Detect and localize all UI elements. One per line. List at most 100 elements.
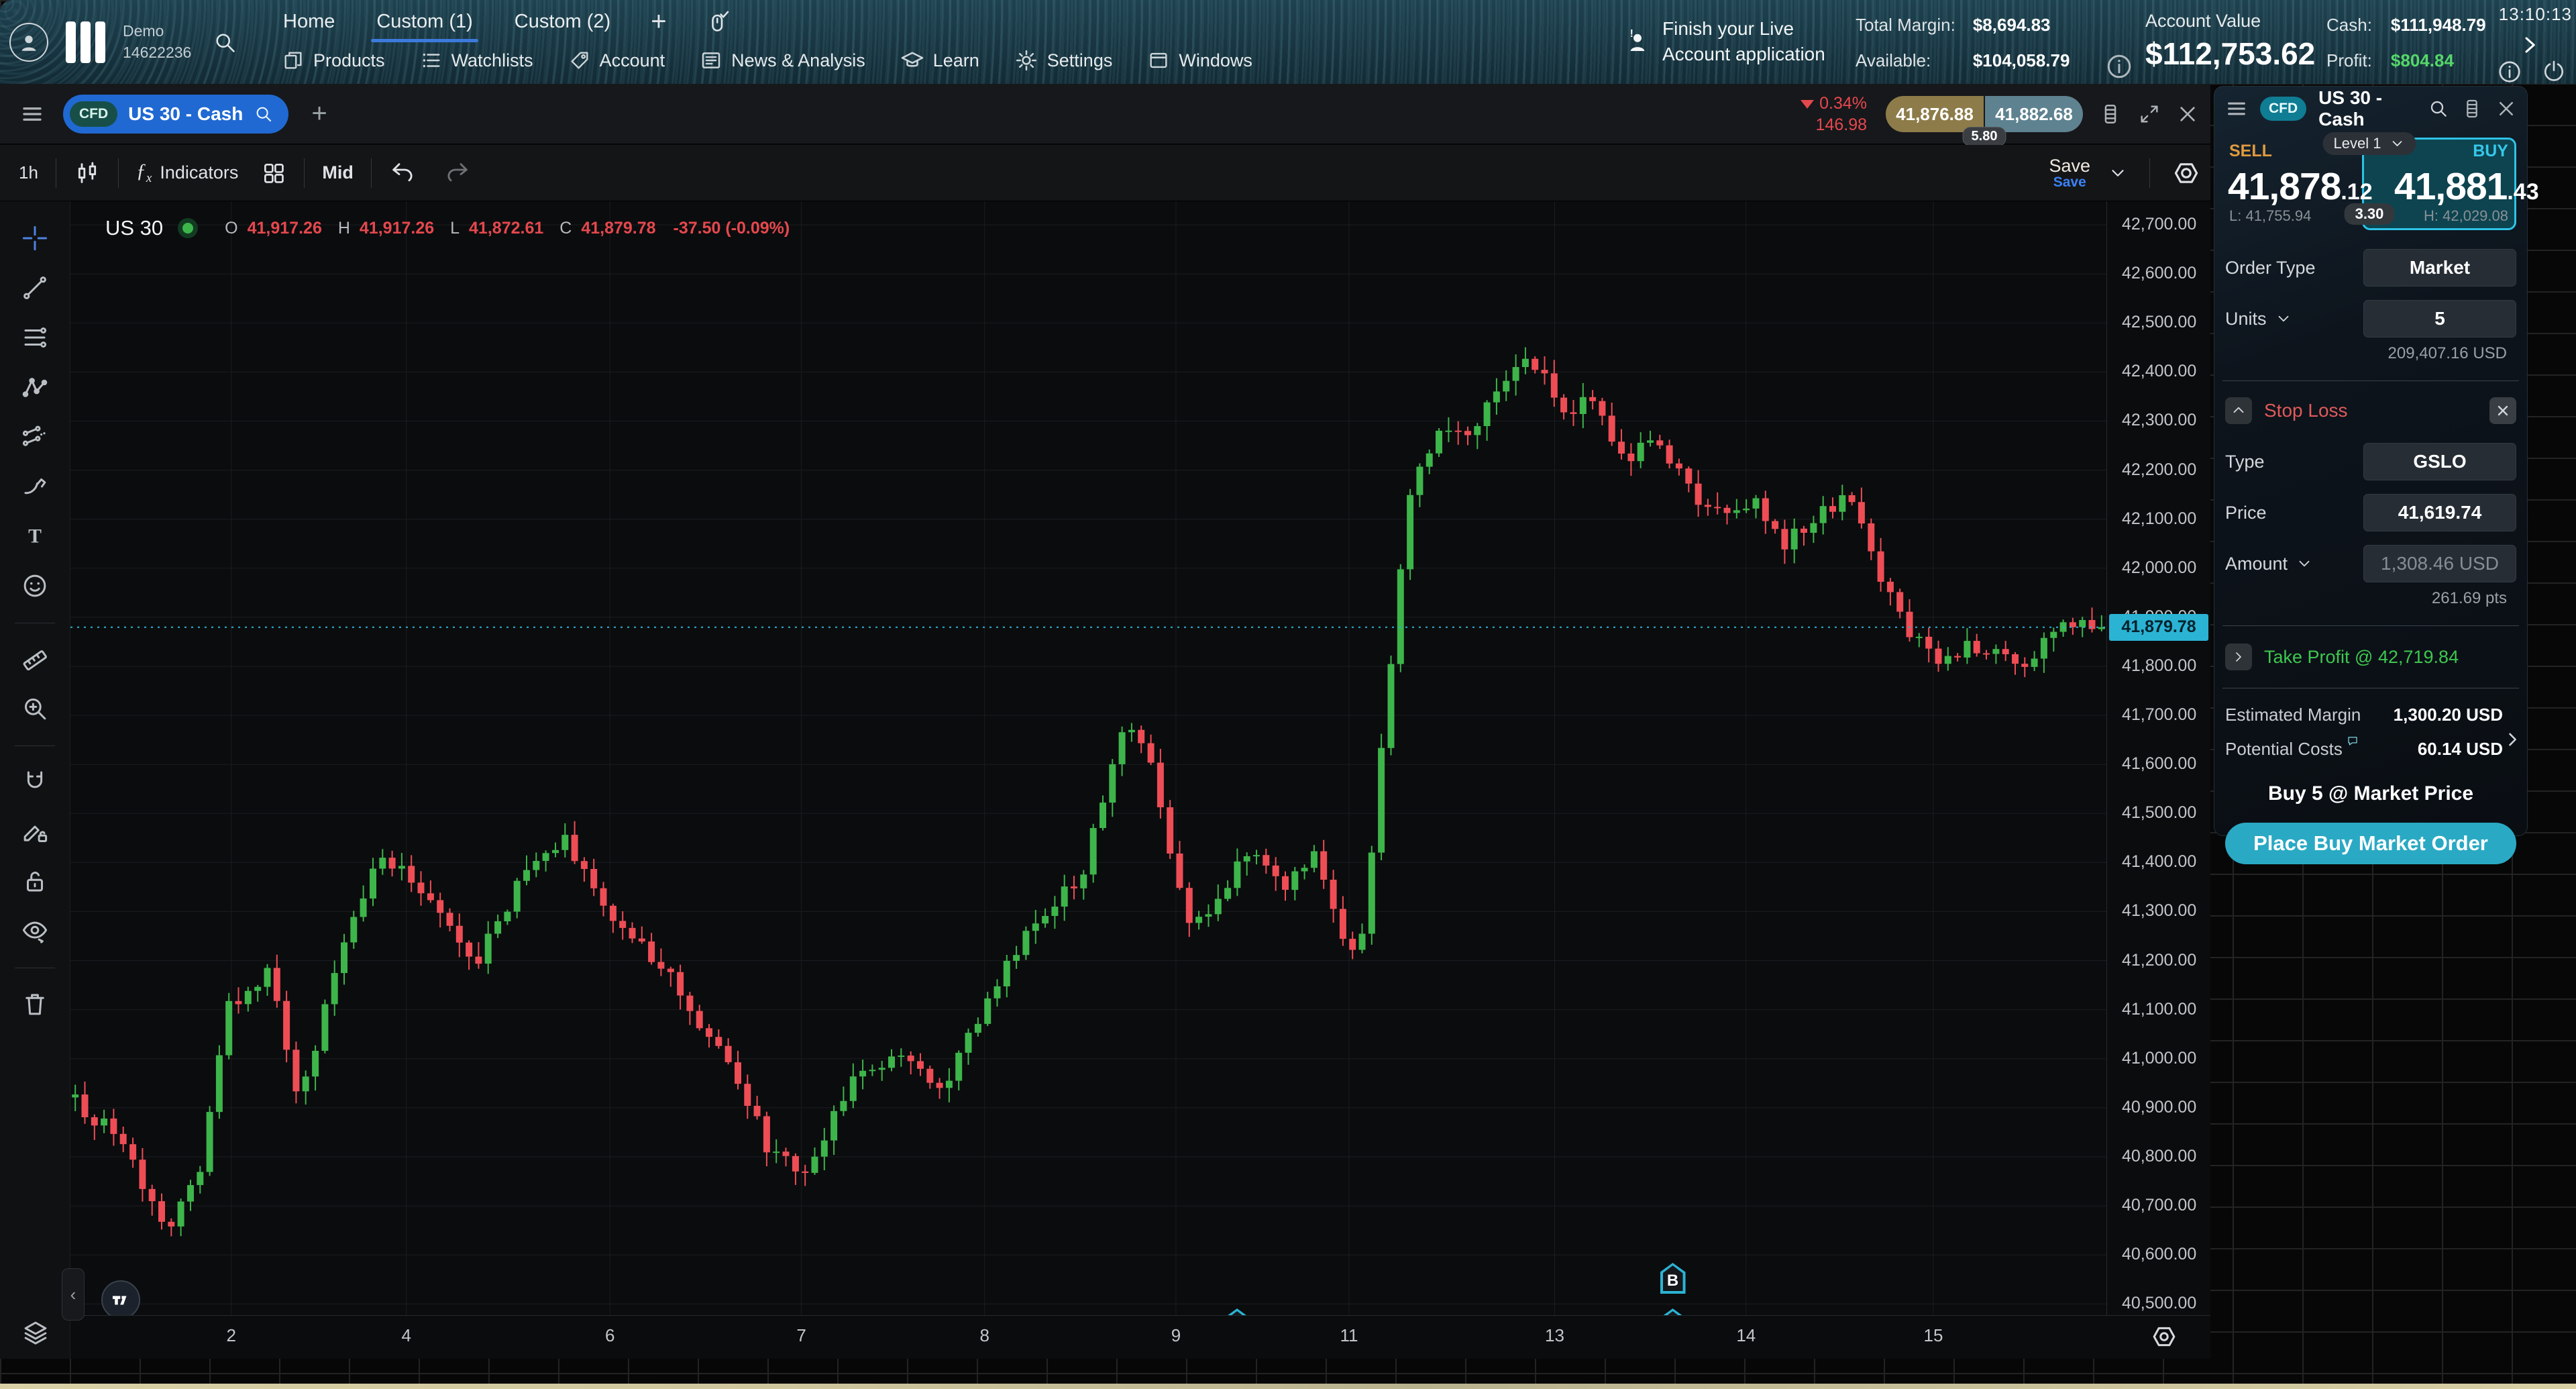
info-icon[interactable] [2497, 59, 2522, 85]
crosshair-icon[interactable] [19, 223, 50, 254]
menu-item-news-analysis[interactable]: News & Analysis [700, 49, 865, 72]
order-type-select[interactable]: Market [2363, 249, 2516, 287]
buy-label[interactable]: BUY [2473, 142, 2508, 160]
waves-icon[interactable] [19, 421, 50, 452]
date-axis-label: 9 [1171, 1325, 1181, 1345]
user-avatar-icon[interactable] [9, 22, 48, 62]
layout-cells-icon[interactable] [2461, 96, 2483, 121]
add-instrument-button[interactable]: + [311, 99, 327, 128]
hamburger-menu-icon[interactable] [20, 102, 44, 126]
take-profit-link[interactable]: Take Profit @ 42,719.84 [2264, 646, 2459, 667]
tradingview-logo[interactable] [101, 1280, 140, 1315]
eye-icon[interactable] [19, 915, 50, 946]
live-account-prompt[interactable]: ! Finish your Live Account application [1623, 16, 1825, 67]
chart-header: CFD US 30 - Cash + 0.34% 146.98 41,876.8… [0, 84, 2210, 146]
stop-price-input[interactable]: 41,619.74 [2363, 494, 2516, 531]
buy-order-marker[interactable]: B [1660, 1308, 1686, 1315]
units-input[interactable]: 5 [2363, 300, 2516, 338]
tooltip-icon[interactable] [2347, 735, 2359, 747]
info-icon[interactable] [2105, 52, 2133, 81]
redo-icon[interactable] [444, 160, 471, 187]
date-axis[interactable]: 2 4 6 7 8 9 11 13 14 15 [70, 1315, 2210, 1359]
price-axis-label: 42,200.00 [2122, 460, 2197, 479]
search-icon[interactable] [213, 30, 237, 54]
taskbar-edge [0, 1384, 2576, 1389]
chevron-right-icon[interactable] [2520, 32, 2540, 58]
collapse-chevron-up-icon[interactable] [2225, 397, 2252, 424]
chevron-down-icon[interactable] [2108, 163, 2128, 183]
sell-label[interactable]: SELL [2229, 142, 2272, 160]
close-icon[interactable] [2177, 103, 2198, 125]
sell-price-button[interactable]: 41,876.88 [1886, 96, 1984, 132]
menu-item-products[interactable]: Products [282, 49, 385, 72]
buy-order-marker[interactable]: B [1660, 1263, 1686, 1294]
buy-order-marker[interactable]: B [1224, 1308, 1250, 1315]
price-axis[interactable]: 40,500.00 40,600.00 40,700.00 40,800.00 40,9… [2106, 201, 2210, 1315]
remove-stop-loss-icon[interactable] [2489, 397, 2516, 424]
search-icon[interactable] [254, 104, 274, 124]
price-axis-label: 41,200.00 [2122, 950, 2197, 970]
session-low: L: 41,755.94 [2229, 207, 2312, 224]
chart-settings-hexagon-icon[interactable] [2171, 158, 2201, 188]
zoom-in-icon[interactable] [19, 693, 50, 724]
timeframe-selector[interactable]: 1h [19, 162, 38, 183]
menu-item-watchlists[interactable]: Watchlists [420, 49, 533, 72]
emoji-icon[interactable] [19, 570, 50, 601]
potential-costs-value: 60.14 USD [2417, 739, 2503, 759]
ruler-icon[interactable] [19, 644, 50, 674]
fib-lines-icon[interactable] [19, 322, 50, 353]
layout-grid-icon[interactable] [261, 160, 286, 186]
indicators-button[interactable]: ƒx Indicators [136, 160, 239, 185]
level-selector[interactable]: Level 1 [2322, 132, 2416, 155]
layers-icon[interactable] [0, 1319, 70, 1347]
trash-icon[interactable] [19, 988, 50, 1019]
buy-price-button[interactable]: 41,882.68 [1985, 96, 2083, 132]
price-mode-selector[interactable]: Mid [322, 162, 354, 183]
ticket-title: US 30 - Cash [2318, 87, 2383, 130]
save-button[interactable]: Save Save [2049, 155, 2090, 191]
axis-settings-hexagon-icon[interactable] [2150, 1323, 2178, 1351]
buy-price[interactable]: 41,881.43 [2394, 165, 2539, 208]
mouse-check-icon[interactable] [706, 9, 730, 34]
candle-style-icon[interactable] [74, 160, 101, 187]
power-icon[interactable] [2541, 59, 2567, 85]
unlock-icon[interactable] [19, 866, 50, 896]
menu-item-settings[interactable]: Settings [1014, 48, 1112, 72]
stop-amount-input[interactable]: 1,308.46 USD [2363, 545, 2516, 582]
toolbar-collapse-handle[interactable]: ‹ [62, 1268, 85, 1321]
sell-price[interactable]: 41,878.12 [2228, 165, 2373, 208]
tab-custom-2-[interactable]: Custom (2) [514, 10, 611, 32]
edit-lock-icon[interactable] [19, 816, 50, 847]
search-icon[interactable] [2428, 98, 2449, 119]
magnet-icon[interactable] [19, 766, 50, 797]
tab-custom-1-[interactable]: Custom (1) [371, 7, 479, 42]
brush-icon[interactable] [19, 471, 50, 502]
add-tab-button[interactable]: + [651, 6, 667, 36]
stop-type-label: Type [2225, 451, 2265, 472]
close-icon[interactable] [2496, 99, 2516, 119]
stop-type-select[interactable]: GSLO [2363, 443, 2516, 480]
layout-cells-icon[interactable] [2099, 101, 2122, 127]
text-icon[interactable]: T [19, 521, 50, 552]
price-axis-label: 41,500.00 [2122, 803, 2197, 823]
date-axis-label: 2 [226, 1325, 236, 1345]
candlestick-chart[interactable]: US 30 O 41,917.26 H 41,917.26 L 41,872.61 C 41,8… [70, 201, 2106, 1315]
main-menu: Products Watchlists Account News & Analysis… [282, 40, 1252, 81]
instrument-pill[interactable]: CFD US 30 - Cash [63, 94, 289, 134]
trendline-icon[interactable] [19, 272, 50, 303]
chevron-right-icon[interactable] [2503, 730, 2522, 749]
price-axis-label: 42,400.00 [2122, 362, 2197, 381]
hamburger-menu-icon[interactable] [2225, 97, 2248, 120]
cash-profit-stats: Cash: $111,948.79 Profit: $804.84 [2326, 15, 2486, 71]
undo-icon[interactable] [389, 160, 416, 187]
expand-chevron-right-icon[interactable] [2225, 644, 2252, 670]
price-axis-label: 42,300.00 [2122, 411, 2197, 430]
pattern-icon[interactable] [19, 372, 50, 403]
place-order-button[interactable]: Place Buy Market Order [2225, 823, 2516, 864]
tab-home[interactable]: Home [283, 10, 335, 32]
menu-item-windows[interactable]: Windows [1147, 49, 1252, 72]
menu-item-account[interactable]: Account [568, 49, 665, 72]
expand-icon[interactable] [2138, 103, 2161, 125]
price-axis-label: 42,700.00 [2122, 215, 2197, 234]
menu-item-learn[interactable]: Learn [900, 48, 979, 72]
